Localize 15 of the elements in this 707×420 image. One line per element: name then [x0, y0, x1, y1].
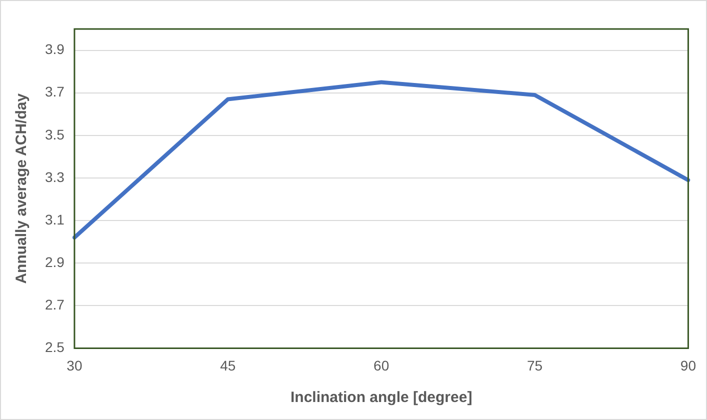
x-tick-label: 45 — [220, 357, 236, 374]
y-tick-label: 3.1 — [44, 211, 65, 228]
y-tick-label: 2.5 — [44, 339, 65, 356]
y-tick-label: 3.3 — [44, 168, 65, 185]
x-tick-label: 90 — [680, 357, 696, 374]
y-tick-label: 2.7 — [44, 296, 65, 312]
y-tick-label: 3.9 — [44, 41, 65, 58]
y-tick-label: 3.5 — [44, 126, 65, 142]
y-tick-label: 2.9 — [44, 254, 65, 270]
y-axis-title: Annually average ACH/day — [13, 92, 30, 284]
x-tick-label: 60 — [374, 357, 390, 374]
x-axis-title: Inclination angle [degree] — [290, 389, 472, 406]
x-tick-label: 30 — [66, 357, 82, 374]
x-tick-label: 75 — [526, 357, 543, 374]
y-tick-label: 3.7 — [44, 84, 65, 100]
